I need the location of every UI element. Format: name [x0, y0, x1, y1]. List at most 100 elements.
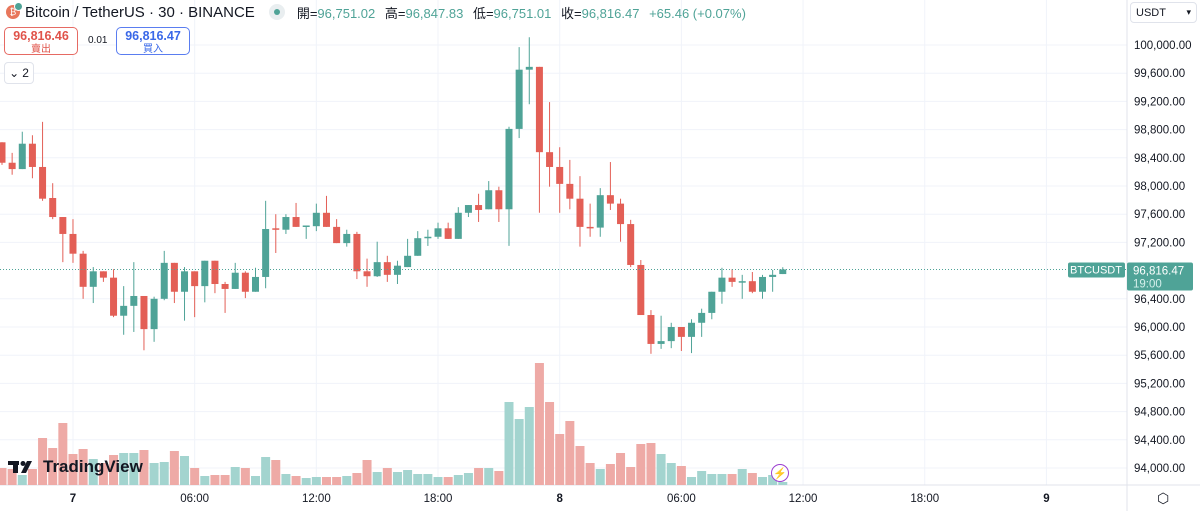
price-axis-label: 99,200.00 — [1134, 96, 1185, 108]
candle-body — [779, 269, 787, 275]
symbol-title[interactable]: Bitcoin / TetherUS · 30 · BINANCE — [25, 3, 255, 21]
candle-body — [49, 197, 57, 218]
volume-bar — [352, 473, 362, 485]
price-axis-label: 100,000.00 — [1134, 40, 1192, 52]
volume-bar — [271, 460, 281, 485]
currency-select[interactable]: USDT ▾ — [1130, 2, 1197, 23]
settings-icon[interactable]: ⬡ — [1157, 490, 1170, 506]
time-axis-label: 9 — [1043, 493, 1049, 505]
volume-bar — [332, 477, 342, 485]
candle-body — [434, 228, 442, 237]
high-value: 96,847.83 — [405, 5, 464, 21]
candle-body — [353, 233, 361, 272]
candle-body — [292, 217, 300, 227]
candle-body — [495, 190, 503, 210]
candle-body — [252, 276, 259, 292]
volume-bar — [88, 459, 98, 485]
lightning-icon[interactable]: ⚡ — [771, 464, 789, 482]
candle-body — [312, 212, 320, 227]
candle-body — [39, 166, 47, 199]
time-axis-label: 7 — [70, 493, 76, 505]
candle-body — [475, 205, 483, 210]
volume-bar — [778, 482, 788, 485]
bitcoin-icon: ₿ — [6, 2, 23, 19]
close-label: 收= — [561, 5, 582, 21]
price-axis-label: 99,600.00 — [1134, 68, 1185, 80]
volume-bar — [433, 477, 443, 485]
volume-bar — [646, 443, 656, 485]
volume-bar — [636, 444, 646, 485]
sell-button[interactable]: 96,816.46 賣出 — [4, 27, 78, 55]
candle-body — [688, 322, 696, 337]
candle-body — [201, 260, 209, 287]
volume-bar — [413, 474, 423, 485]
volume-bar — [180, 456, 190, 485]
candle-body — [181, 271, 189, 292]
candle-body — [160, 262, 168, 299]
volume-bar — [190, 468, 200, 485]
tradingview-logo-icon — [8, 461, 32, 473]
candle-body — [191, 271, 199, 287]
candle-body — [769, 274, 777, 277]
candle-body — [738, 281, 746, 283]
spread-value: 0.01 — [88, 35, 108, 46]
candle-body — [637, 264, 645, 316]
market-status-icon[interactable] — [268, 4, 285, 20]
candle-body — [333, 226, 341, 244]
candle-body — [272, 228, 280, 230]
open-label: 開= — [296, 5, 318, 21]
candle-body — [728, 277, 736, 282]
volume-bar — [534, 363, 544, 485]
volume-bar — [342, 476, 352, 485]
candle-body — [221, 284, 229, 289]
volume-bar — [727, 474, 737, 485]
time-axis-label: 8 — [556, 493, 563, 505]
sell-price: 96,816.46 — [13, 29, 69, 43]
price-axis-label: 94,800.00 — [1134, 407, 1185, 419]
chevron-down-icon: ⌄ — [9, 66, 20, 80]
volume-bar — [758, 477, 767, 485]
candle-body — [211, 260, 219, 285]
bar-countdown: 19:00 — [1133, 278, 1162, 290]
candle-body — [302, 225, 310, 227]
candle-body — [110, 277, 118, 316]
volume-bar — [453, 475, 463, 485]
candle-body — [28, 143, 36, 167]
close-value: 96,816.47 — [581, 5, 640, 21]
currency-value: USDT — [1136, 6, 1166, 19]
volume-bar — [58, 423, 68, 485]
volume-bar — [474, 468, 484, 485]
chevron-down-icon: ▾ — [1186, 7, 1191, 17]
buy-button[interactable]: 96,816.47 買入 — [116, 27, 190, 55]
candle-body — [586, 226, 594, 229]
volume-bar — [230, 467, 240, 485]
candle-body — [343, 233, 351, 244]
candle-body — [69, 233, 77, 254]
price-axis-label: 94,000.00 — [1134, 463, 1185, 475]
volume-bar — [48, 448, 58, 485]
volume-bar — [545, 402, 555, 485]
candle-body — [150, 298, 158, 330]
volume-bar — [38, 438, 48, 485]
time-axis-label: 18:00 — [424, 493, 453, 505]
indicators-toggle-button[interactable]: ⌄ 2 — [4, 62, 34, 84]
candle-body — [99, 271, 107, 278]
volume-bar — [129, 453, 139, 485]
candle-body — [89, 271, 97, 287]
price-axis-label: 95,200.00 — [1134, 378, 1185, 390]
volume-bar — [403, 470, 413, 485]
volume-bar — [109, 455, 119, 485]
buy-label: 買入 — [143, 44, 163, 55]
volume-bar — [717, 474, 727, 485]
symbol-tag — [1068, 262, 1125, 278]
volume-bar — [747, 473, 757, 485]
candle-body — [79, 253, 87, 287]
volume-bar — [68, 454, 78, 485]
price-axis-label: 98,800.00 — [1134, 125, 1185, 137]
volume-bar — [210, 475, 220, 485]
volume-bar — [524, 407, 534, 485]
candle-body — [373, 262, 381, 277]
volume-bar — [443, 477, 453, 485]
tradingview-logo[interactable]: TradingView — [8, 457, 143, 477]
